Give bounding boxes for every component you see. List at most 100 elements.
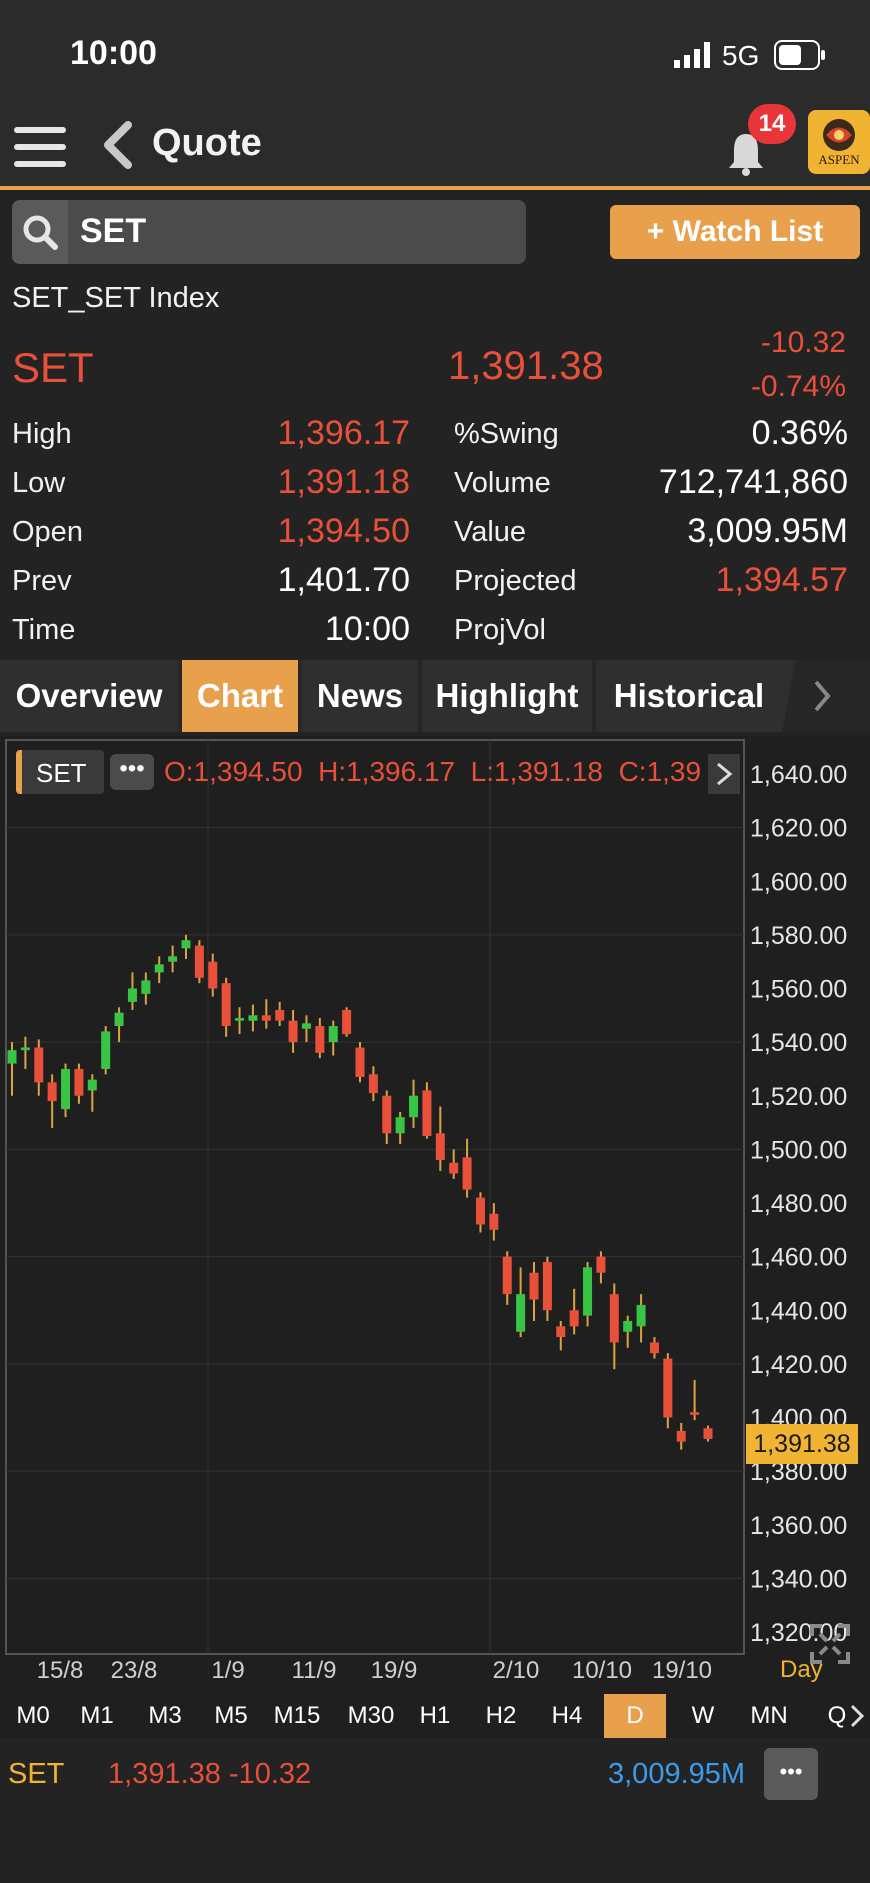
security-name: SET_SET Index (12, 282, 220, 314)
candle (409, 1079, 419, 1128)
x-tick-label: 23/8 (111, 1657, 158, 1684)
candle (315, 1017, 325, 1059)
back-chevron-icon[interactable] (100, 120, 134, 175)
y-tick-label: 1,480.00 (750, 1190, 847, 1218)
candle (422, 1082, 432, 1139)
candle (596, 1251, 606, 1284)
tab-news[interactable]: News (302, 660, 418, 732)
candle (676, 1422, 686, 1450)
timeframe-m0[interactable]: M0 (16, 1702, 50, 1729)
stat-label: Open (12, 516, 83, 548)
chart-area[interactable]: 1,640.00 1,620.00 1,600.00 1,580.00 1,560.00… (0, 736, 870, 1694)
y-tick-label: 1,340.00 (750, 1565, 847, 1593)
aspen-logo[interactable]: ASPEN (808, 110, 870, 174)
timeframe-m1[interactable]: M1 (80, 1702, 114, 1729)
menu-icon[interactable] (14, 127, 66, 175)
timeframe-m15[interactable]: M15 (273, 1702, 321, 1729)
stat-label: Volume (454, 467, 551, 499)
candle (87, 1074, 97, 1112)
stat-row: %Swing 0.36% (440, 414, 870, 463)
tab-chart[interactable]: Chart (182, 660, 298, 732)
x-tick-label: 19/9 (371, 1657, 418, 1684)
candle (342, 1007, 352, 1037)
timeframe-q[interactable]: Q (827, 1702, 847, 1729)
x-tick-label: 2/10 (493, 1657, 540, 1684)
timeframe-h4[interactable]: H4 (551, 1702, 583, 1729)
add-watch-list-button[interactable]: + Watch List (610, 205, 860, 259)
bottom-ticker[interactable]: SET 1,391.38 -10.32 3,009.95M ••• (0, 1738, 870, 1883)
timeframe-h1[interactable]: H1 (419, 1702, 451, 1729)
plot-border (5, 739, 745, 1655)
y-tick-label: 1,520.00 (750, 1083, 847, 1111)
candle (235, 1007, 245, 1035)
candle (556, 1320, 566, 1351)
candle (288, 1009, 298, 1053)
stat-value: 1,394.57 (715, 561, 848, 599)
tab-historical[interactable]: Historical (596, 660, 782, 732)
ticker-symbol: SET (8, 1758, 65, 1790)
candle (663, 1353, 673, 1429)
bell-icon[interactable] (726, 122, 766, 181)
tabs-scroll-right-icon[interactable] (782, 660, 870, 732)
battery-icon (774, 40, 826, 75)
candle (34, 1039, 44, 1096)
candle (194, 940, 204, 984)
candlestick-chart[interactable]: 1,640.00 1,620.00 1,600.00 1,580.00 1,560.00… (0, 736, 870, 1694)
stat-row: Time 10:00 (0, 610, 420, 659)
x-tick-label: 19/10 (652, 1657, 712, 1684)
candle (127, 972, 137, 1010)
timeframe-m30[interactable]: M30 (347, 1702, 395, 1729)
stat-value: 1,401.70 (277, 561, 410, 599)
candle (114, 1007, 124, 1043)
timeframe-m3[interactable]: M3 (148, 1702, 182, 1729)
candle (181, 934, 191, 960)
candle (275, 1001, 285, 1027)
candle (61, 1063, 71, 1118)
y-tick-label: 1,500.00 (750, 1136, 847, 1164)
y-tick-label: 1,580.00 (750, 922, 847, 950)
timeframe-m5[interactable]: M5 (214, 1702, 248, 1729)
stat-row: Open 1,394.50 (0, 512, 420, 561)
ohlc-readout: O:1,394.50 H:1,396.17 L:1,391.18 C:1,39 (164, 756, 702, 787)
timeframe-d[interactable]: D (604, 1694, 666, 1738)
y-tick-label: 1,640.00 (750, 761, 847, 789)
candle (583, 1261, 593, 1327)
tab-overview[interactable]: Overview (0, 660, 178, 732)
candle (141, 972, 151, 1005)
candle (649, 1337, 659, 1359)
search-input[interactable]: SET (80, 212, 147, 250)
stat-label: Prev (12, 565, 72, 597)
stat-value: 10:00 (324, 610, 410, 648)
y-tick-label: 1,460.00 (750, 1244, 847, 1272)
candle (502, 1251, 512, 1305)
ohlc-scroll-icon[interactable] (708, 754, 740, 794)
status-time: 10:00 (70, 34, 157, 72)
timeframe-bar: M0 M1 M3 M5 M15 M30 H1 H2 H4 D W MN Q (0, 1694, 870, 1738)
stat-label: Value (454, 516, 527, 548)
candle (74, 1063, 84, 1104)
candle (261, 999, 271, 1029)
stat-label: ProjVol (454, 614, 546, 646)
ticker-more-button[interactable]: ••• (764, 1748, 818, 1800)
chart-symbol-chip[interactable]: SET (16, 750, 104, 794)
timeframe-w[interactable]: W (691, 1702, 715, 1729)
candle (462, 1138, 472, 1198)
notification-badge[interactable]: 14 (748, 104, 796, 144)
tab-highlight[interactable]: Highlight (422, 660, 592, 732)
candle (569, 1288, 579, 1335)
fullscreen-icon[interactable] (808, 1622, 852, 1666)
candle (435, 1106, 445, 1171)
timeframe-mn[interactable]: MN (750, 1702, 788, 1729)
current-price-label: 1,391.38 (746, 1424, 858, 1464)
search-icon (12, 200, 68, 264)
timeframe-scroll-icon[interactable] (844, 1700, 870, 1732)
chart-options-button[interactable]: ••• (110, 754, 154, 790)
y-tick-label: 1,360.00 (750, 1512, 847, 1540)
timeframe-h2[interactable]: H2 (485, 1702, 517, 1729)
top-navigation-bar: Quote 14 ASPEN (0, 104, 870, 190)
stat-label: Time (12, 614, 76, 646)
search-box[interactable]: SET (12, 200, 526, 264)
candle (690, 1379, 700, 1421)
stat-row: High 1,396.17 (0, 414, 420, 463)
candle (7, 1042, 17, 1096)
